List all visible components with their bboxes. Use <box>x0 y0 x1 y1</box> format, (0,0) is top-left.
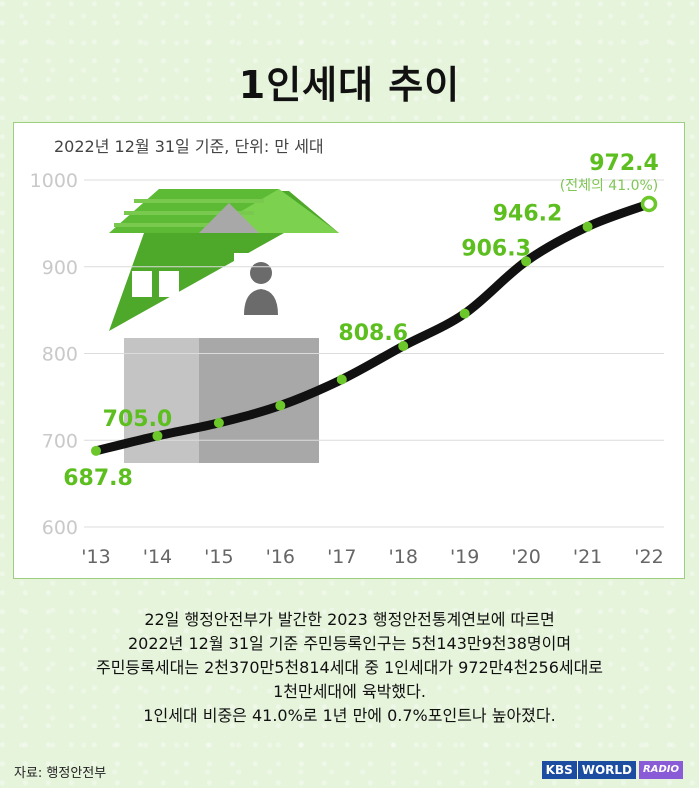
y-tick-label: 600 <box>42 517 78 539</box>
data-label: 946.2 <box>493 202 563 227</box>
data-point <box>640 195 658 213</box>
data-label: 687.8 <box>63 466 133 491</box>
y-tick-label: 900 <box>42 257 78 279</box>
logo-world: WORLD <box>576 761 637 779</box>
description-line: 2022년 12월 31일 기준 주민등록인구는 5천143만9천38명이며 <box>127 634 572 653</box>
description-line: 1천만세대에 육박했다. <box>273 682 426 701</box>
description-line: 주민등록세대는 2천370만5천814세대 중 1인세대가 972만4천256세… <box>95 658 604 677</box>
x-tick-label: '20 <box>511 546 540 568</box>
line-chart: 600 700 800 900 1000 '13 '14 '15 '16 '17 '18 '19 '2… <box>30 151 664 568</box>
data-label: 808.6 <box>338 321 408 346</box>
x-tick-label: '16 <box>266 546 295 568</box>
x-tick-label: '14 <box>143 546 172 568</box>
x-tick-label: '19 <box>450 546 479 568</box>
description-line: 1인세대 비중은 41.0%로 1년 만에 0.7%포인트나 높아졌다. <box>143 706 556 725</box>
y-tick-label: 700 <box>42 430 78 452</box>
x-tick-label: '21 <box>573 546 602 568</box>
data-point <box>213 417 224 428</box>
series-line <box>91 199 654 456</box>
data-point <box>336 374 347 385</box>
description: 22일 행정안전부가 발간한 2023 행정안전통계연보에 따르면 2022년 … <box>0 608 699 728</box>
x-tick-label: '18 <box>389 546 418 568</box>
logo-kbs: KBS <box>541 761 577 779</box>
data-point <box>582 221 593 232</box>
data-label: 705.0 <box>103 407 173 432</box>
x-tick-label: '15 <box>204 546 233 568</box>
x-tick-label: '13 <box>81 546 110 568</box>
last-point-annotation: (전체의 41.0%) <box>560 178 659 194</box>
data-point <box>152 430 163 441</box>
data-point <box>521 256 532 267</box>
data-point <box>275 400 286 411</box>
description-line: 22일 행정안전부가 발간한 2023 행정안전통계연보에 따르면 <box>144 610 555 629</box>
chart-title: 1인세대 추이 <box>238 63 461 107</box>
logo-radio: RADIO <box>639 761 683 779</box>
x-tick-label: '22 <box>634 546 663 568</box>
data-point <box>91 445 101 456</box>
chart-note: 2022년 12월 31일 기준, 단위: 만 세대 <box>54 137 324 156</box>
data-label: 906.3 <box>461 236 531 261</box>
kbs-world-radio-logo[interactable]: KBS WORLD RADIO <box>541 761 683 779</box>
chart-panel: 2022년 12월 31일 기준, 단위: 만 세대 600 700 800 900 1… <box>13 122 685 579</box>
y-tick-label: 1000 <box>30 170 78 192</box>
data-point <box>398 341 409 352</box>
house-illustration <box>109 189 339 463</box>
source-text: 자료: 행정안전부 <box>14 766 107 781</box>
y-tick-label: 800 <box>42 344 78 366</box>
x-tick-label: '17 <box>327 546 356 568</box>
data-point <box>459 308 470 319</box>
data-label: 972.4 <box>589 151 659 176</box>
